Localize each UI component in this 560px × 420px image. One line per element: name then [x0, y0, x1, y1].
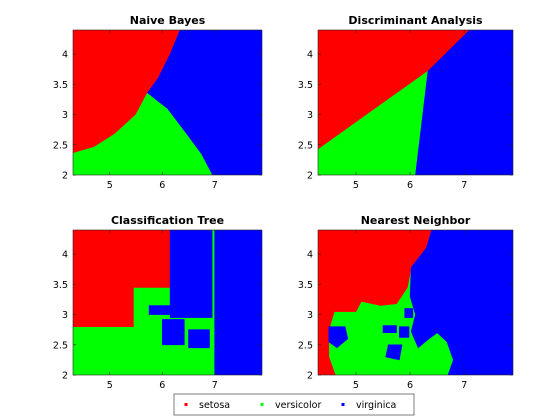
axes-box	[72, 29, 263, 176]
region-virginica	[409, 230, 513, 375]
y-tick-label: 2.5	[53, 340, 68, 351]
legend-box	[173, 393, 415, 416]
legend-marker-setosa	[184, 403, 188, 406]
axes-box	[317, 29, 514, 176]
y-tick-label: 3.5	[298, 280, 313, 291]
y-tick-label: 4	[307, 250, 313, 261]
plot-title: Naive Bayes	[130, 14, 206, 27]
plot-panel-1: 5 6 7 2 2.5 3 3.5 4 Naive Bayes	[53, 14, 263, 191]
plot-title: Discriminant Analysis	[348, 14, 483, 27]
region-virginica	[425, 308, 441, 321]
legend-marker-versicolor	[260, 403, 264, 406]
region-virginica	[188, 329, 210, 349]
y-tick-label: 4	[62, 50, 68, 61]
region-virginica	[214, 230, 262, 375]
region-virginica	[415, 30, 513, 175]
y-tick-label: 3.5	[53, 280, 68, 291]
y-tick-label: 3.5	[298, 80, 313, 91]
x-tick-label: 7	[461, 380, 467, 391]
x-tick-label: 5	[353, 380, 359, 391]
region-virginica	[404, 308, 414, 318]
x-tick-label: 6	[159, 180, 165, 191]
y-tick-label: 2	[307, 371, 313, 382]
decision-regions	[318, 230, 513, 375]
axes-box	[72, 229, 263, 376]
region-virginica	[148, 230, 213, 318]
region-virginica	[328, 326, 349, 349]
region-virginica	[192, 271, 204, 288]
x-tick-label: 6	[407, 180, 413, 191]
y-tick-label: 3	[307, 110, 313, 121]
region-versicolor	[318, 70, 429, 175]
x-tick-label: 5	[353, 180, 359, 191]
y-tick-label: 3	[62, 110, 68, 121]
plot-title: Nearest Neighbor	[361, 214, 471, 227]
x-tick-label: 6	[159, 380, 165, 391]
legend-label-versicolor: versicolor	[275, 400, 321, 411]
legend: setosa versicolor virginica	[173, 393, 415, 416]
y-tick-label: 4	[62, 250, 68, 261]
y-tick-label: 3	[307, 310, 313, 321]
legend-label-setosa: setosa	[199, 400, 230, 411]
y-tick-label: 4	[307, 50, 313, 61]
decision-regions	[318, 30, 513, 175]
x-tick-label: 7	[212, 180, 218, 191]
region-virginica	[398, 326, 410, 338]
x-tick-label: 5	[107, 380, 113, 391]
legend-marker-virginica	[341, 403, 345, 406]
region-virginica	[382, 325, 397, 334]
x-tick-label: 6	[407, 380, 413, 391]
y-tick-label: 3	[62, 310, 68, 321]
y-tick-label: 3.5	[53, 80, 68, 91]
y-tick-label: 2	[307, 171, 313, 182]
plot-title: Classification Tree	[111, 214, 224, 227]
axes-box	[317, 229, 514, 376]
y-tick-label: 2.5	[53, 140, 68, 151]
y-tick-label: 2.5	[298, 340, 313, 351]
plot-panel-4: 5 6 7 2 2.5 3 3.5 4 Nearest Neighbor	[298, 214, 514, 391]
plot-panel-3: 5 6 7 2 2.5 3 3.5 4 Classification Tree	[53, 214, 263, 391]
y-tick-label: 2	[62, 371, 68, 382]
y-tick-label: 2	[62, 171, 68, 182]
plot-panel-2: 5 6 7 2 2.5 3 3.5 4 Discriminant Analysis	[298, 14, 514, 191]
legend-label-virginica: virginica	[356, 400, 396, 411]
decision-regions	[73, 230, 262, 375]
region-virginica	[147, 30, 262, 175]
region-setosa	[73, 230, 171, 328]
y-tick-label: 2.5	[298, 140, 313, 151]
x-tick-label: 7	[461, 180, 467, 191]
decision-regions	[73, 30, 262, 175]
x-tick-label: 7	[212, 380, 218, 391]
region-virginica	[385, 344, 403, 361]
region-virginica	[162, 319, 185, 346]
x-tick-label: 5	[107, 180, 113, 191]
